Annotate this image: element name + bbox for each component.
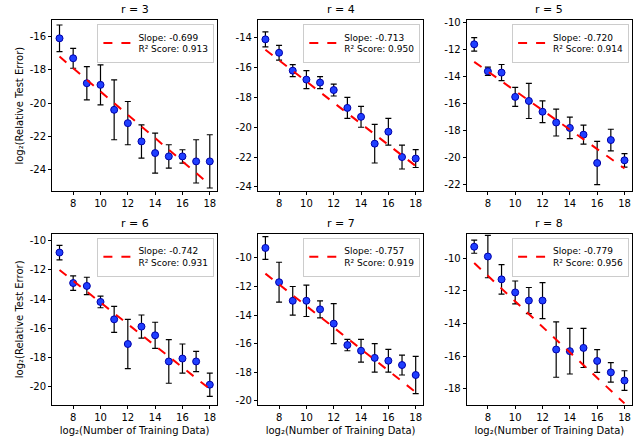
svg-text:log₂(Number of Training Data): log₂(Number of Training Data) [474,425,624,436]
svg-text:14: 14 [149,198,162,209]
svg-text:-14: -14 [444,318,460,329]
svg-text:log₂(Number of Training Data): log₂(Number of Training Data) [266,425,416,436]
svg-text:-24: -24 [236,181,252,192]
svg-text:Slope: -0.713R² Score: 0.950: Slope: -0.713R² Score: 0.950 [344,33,414,55]
svg-text:10: 10 [509,198,522,209]
svg-text:16: 16 [176,412,189,423]
svg-text:16: 16 [591,198,604,209]
svg-text:8: 8 [485,412,491,423]
svg-text:-10: -10 [30,235,46,246]
svg-text:16: 16 [591,412,604,423]
svg-text:-20: -20 [444,152,460,163]
svg-text:Slope: -0.699R² Score: 0.913: Slope: -0.699R² Score: 0.913 [138,33,208,55]
svg-text:-10: -10 [236,252,252,263]
svg-text:-20: -20 [236,122,252,133]
svg-text:14: 14 [355,412,368,423]
svg-text:14: 14 [355,198,368,209]
svg-text:-16: -16 [444,98,460,109]
svg-text:r = 7: r = 7 [327,217,355,230]
svg-text:-10: -10 [444,17,460,28]
svg-text:-16: -16 [236,62,252,73]
svg-text:-12: -12 [444,285,460,296]
svg-text:-22: -22 [444,179,460,190]
svg-text:18: 18 [409,198,422,209]
svg-text:r = 8: r = 8 [535,217,563,230]
svg-text:-10: -10 [444,253,460,264]
svg-text:-24: -24 [30,164,46,175]
svg-text:10: 10 [300,412,313,423]
svg-text:-16: -16 [444,351,460,362]
svg-text:8: 8 [70,198,76,209]
svg-text:10: 10 [94,198,107,209]
svg-text:10: 10 [509,412,522,423]
svg-text:12: 12 [327,198,340,209]
svg-text:10: 10 [94,412,107,423]
svg-text:-12: -12 [236,281,252,292]
svg-text:-16: -16 [30,323,46,334]
svg-text:18: 18 [409,412,422,423]
svg-text:-18: -18 [30,64,46,75]
svg-text:Slope: -0.779R² Score: 0.956: Slope: -0.779R² Score: 0.956 [553,246,623,268]
svg-text:10: 10 [300,198,313,209]
svg-text:8: 8 [276,198,282,209]
svg-text:14: 14 [149,412,162,423]
svg-text:log₂(Relative Test Error): log₂(Relative Test Error) [14,260,25,378]
svg-text:-18: -18 [444,125,460,136]
svg-text:18: 18 [618,412,631,423]
svg-text:-14: -14 [236,310,252,321]
svg-text:log₂(Number of Training Data): log₂(Number of Training Data) [60,425,210,436]
svg-text:-14: -14 [30,294,46,305]
svg-text:-22: -22 [236,152,252,163]
svg-text:8: 8 [276,412,282,423]
svg-text:r = 4: r = 4 [327,3,355,16]
svg-text:Slope: -0.742R² Score: 0.931: Slope: -0.742R² Score: 0.931 [138,246,208,268]
svg-text:18: 18 [203,412,216,423]
svg-text:12: 12 [327,412,340,423]
svg-text:18: 18 [203,198,216,209]
svg-text:16: 16 [382,198,395,209]
svg-text:14: 14 [563,412,576,423]
svg-text:16: 16 [382,412,395,423]
svg-text:-12: -12 [30,264,46,275]
svg-text:16: 16 [176,198,189,209]
svg-text:-14: -14 [236,32,252,43]
svg-text:Slope: -0.757R² Score: 0.919: Slope: -0.757R² Score: 0.919 [344,246,414,268]
svg-text:-18: -18 [30,352,46,363]
svg-text:-20: -20 [30,98,46,109]
svg-text:-22: -22 [30,131,46,142]
svg-text:log₂(Relative Test Error): log₂(Relative Test Error) [14,47,25,165]
svg-text:Slope: -0.720R² Score: 0.914: Slope: -0.720R² Score: 0.914 [553,33,623,55]
svg-text:12: 12 [121,412,134,423]
svg-text:-18: -18 [236,92,252,103]
svg-text:12: 12 [536,198,549,209]
svg-text:8: 8 [70,412,76,423]
svg-text:12: 12 [121,198,134,209]
svg-text:r = 5: r = 5 [535,3,563,16]
svg-text:-18: -18 [444,383,460,394]
svg-text:-12: -12 [444,44,460,55]
svg-text:-16: -16 [30,31,46,42]
svg-text:12: 12 [536,412,549,423]
svg-text:-16: -16 [236,338,252,349]
svg-text:-14: -14 [444,71,460,82]
svg-text:-20: -20 [236,395,252,406]
svg-text:14: 14 [563,198,576,209]
svg-text:-18: -18 [236,367,252,378]
svg-text:18: 18 [618,198,631,209]
svg-text:r = 3: r = 3 [121,3,149,16]
svg-text:8: 8 [485,198,491,209]
svg-text:-20: -20 [30,381,46,392]
svg-text:r = 6: r = 6 [121,217,149,230]
